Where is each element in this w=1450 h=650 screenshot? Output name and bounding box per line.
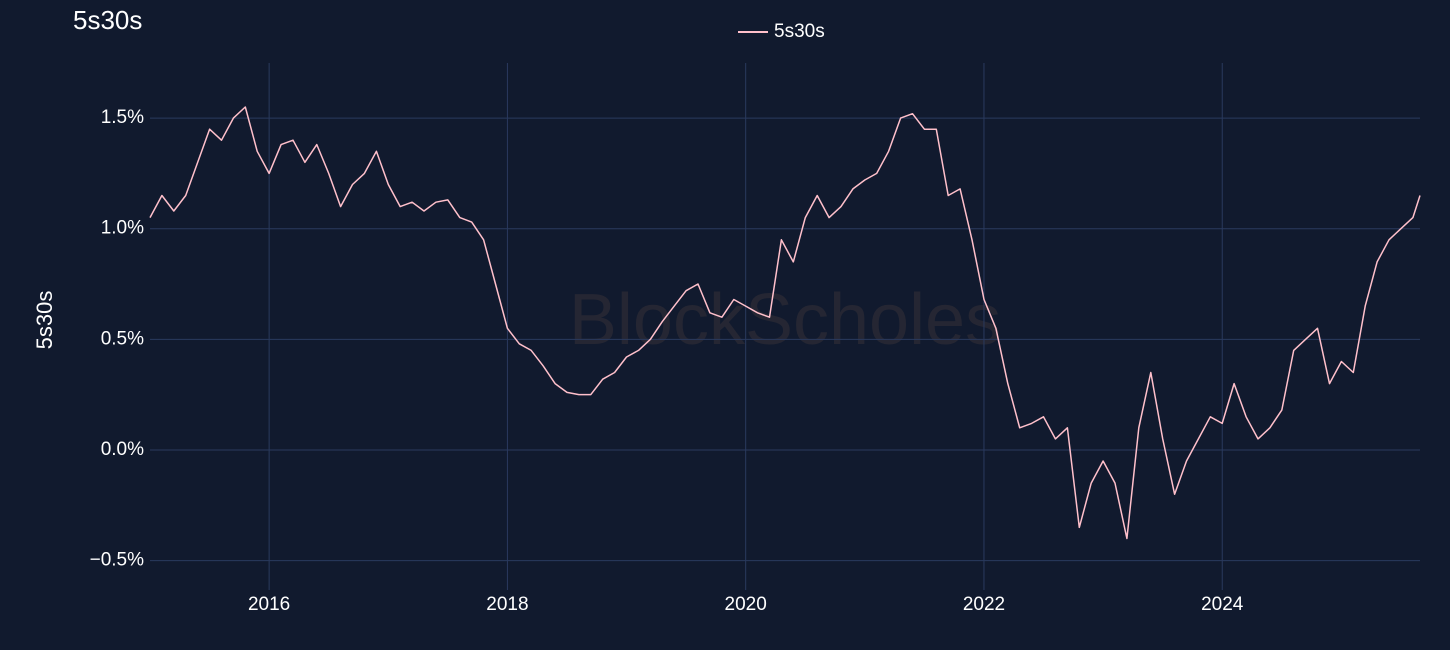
legend-label: 5s30s — [774, 21, 825, 42]
y-tick-label: 1.5% — [101, 107, 144, 128]
chart-title: 5s30s — [73, 5, 142, 35]
y-tick-label: 1.0% — [101, 218, 144, 239]
y-axis-title: 5s30s — [32, 291, 57, 350]
x-tick-label: 2024 — [1201, 594, 1244, 615]
y-tick-label: 0.0% — [101, 439, 144, 460]
x-tick-label: 2020 — [725, 594, 767, 615]
x-tick-label: 2016 — [248, 594, 290, 615]
y-tick-label: −0.5% — [90, 550, 145, 571]
line — [149, 106, 1421, 540]
watermark: BlockScholes — [569, 280, 1001, 360]
x-tick-label: 2018 — [486, 594, 528, 615]
y-tick-label: 0.5% — [101, 328, 144, 349]
x-tick-label: 2022 — [963, 594, 1005, 615]
